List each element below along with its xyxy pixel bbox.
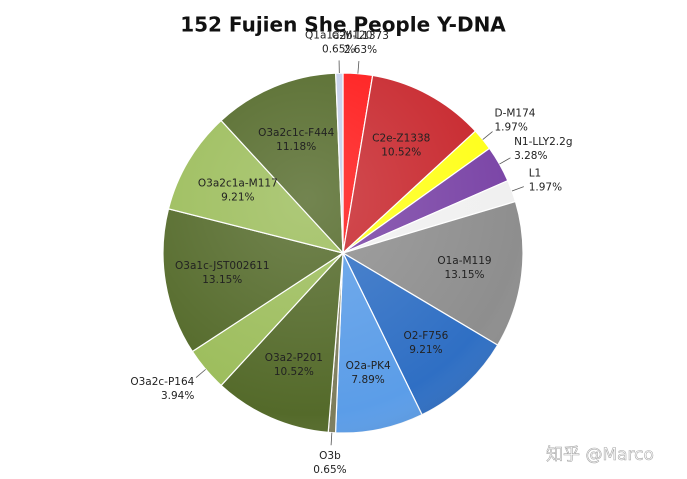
leader-line [499, 157, 511, 165]
slice-label: N1-LLY2.2g [514, 136, 572, 148]
chart-title: 152 Fujien She People Y-DNA [180, 13, 506, 37]
leader-line [482, 131, 493, 140]
slice-value: 7.89% [351, 374, 384, 386]
slice-value: 1.97% [494, 121, 527, 133]
slice-value: 3.94% [161, 390, 194, 402]
slice-value: 9.21% [409, 344, 442, 356]
slice-label: O2-F756 [403, 330, 448, 342]
watermark: 知乎 @Marco [546, 445, 654, 465]
slice-label: O3a2c-P164 [130, 376, 194, 388]
slice-value: 9.21% [221, 191, 254, 203]
slice-label: O3b [319, 450, 341, 462]
slice-value: 1.97% [529, 181, 562, 193]
slice-label: O3a2c1a-M117 [198, 177, 278, 189]
slice-value: 10.52% [274, 366, 314, 378]
leader-line [357, 61, 360, 74]
slice-value: 13.15% [202, 274, 242, 286]
slice-value: 10.52% [381, 146, 421, 158]
slice-label: C2e-Z1338 [372, 132, 430, 144]
slice-label: D-M174 [494, 107, 535, 119]
slice-label: C2b-L1373 [332, 30, 389, 42]
slice-value: 2.63% [344, 44, 377, 56]
slice-value: 11.18% [276, 141, 316, 153]
slice-label: O3a1c-JST002611 [175, 260, 269, 272]
slice-label: L1 [529, 167, 542, 179]
slice-label: O2a-PK4 [346, 360, 391, 372]
slice-label: O3a2-P201 [265, 352, 323, 364]
slice-value: 0.65% [322, 43, 355, 55]
leader-line [195, 369, 206, 378]
slice-label: Q1a1a-M120 [305, 29, 372, 41]
slice-value: 3.28% [514, 150, 547, 162]
slice-label: O3a2c1c-F444 [258, 127, 334, 139]
slice-value: 13.15% [444, 269, 484, 281]
leader-line [511, 186, 524, 192]
slice-label: O1a-M119 [437, 255, 491, 267]
leader-line [330, 432, 333, 446]
slice-value: 0.65% [313, 464, 346, 476]
